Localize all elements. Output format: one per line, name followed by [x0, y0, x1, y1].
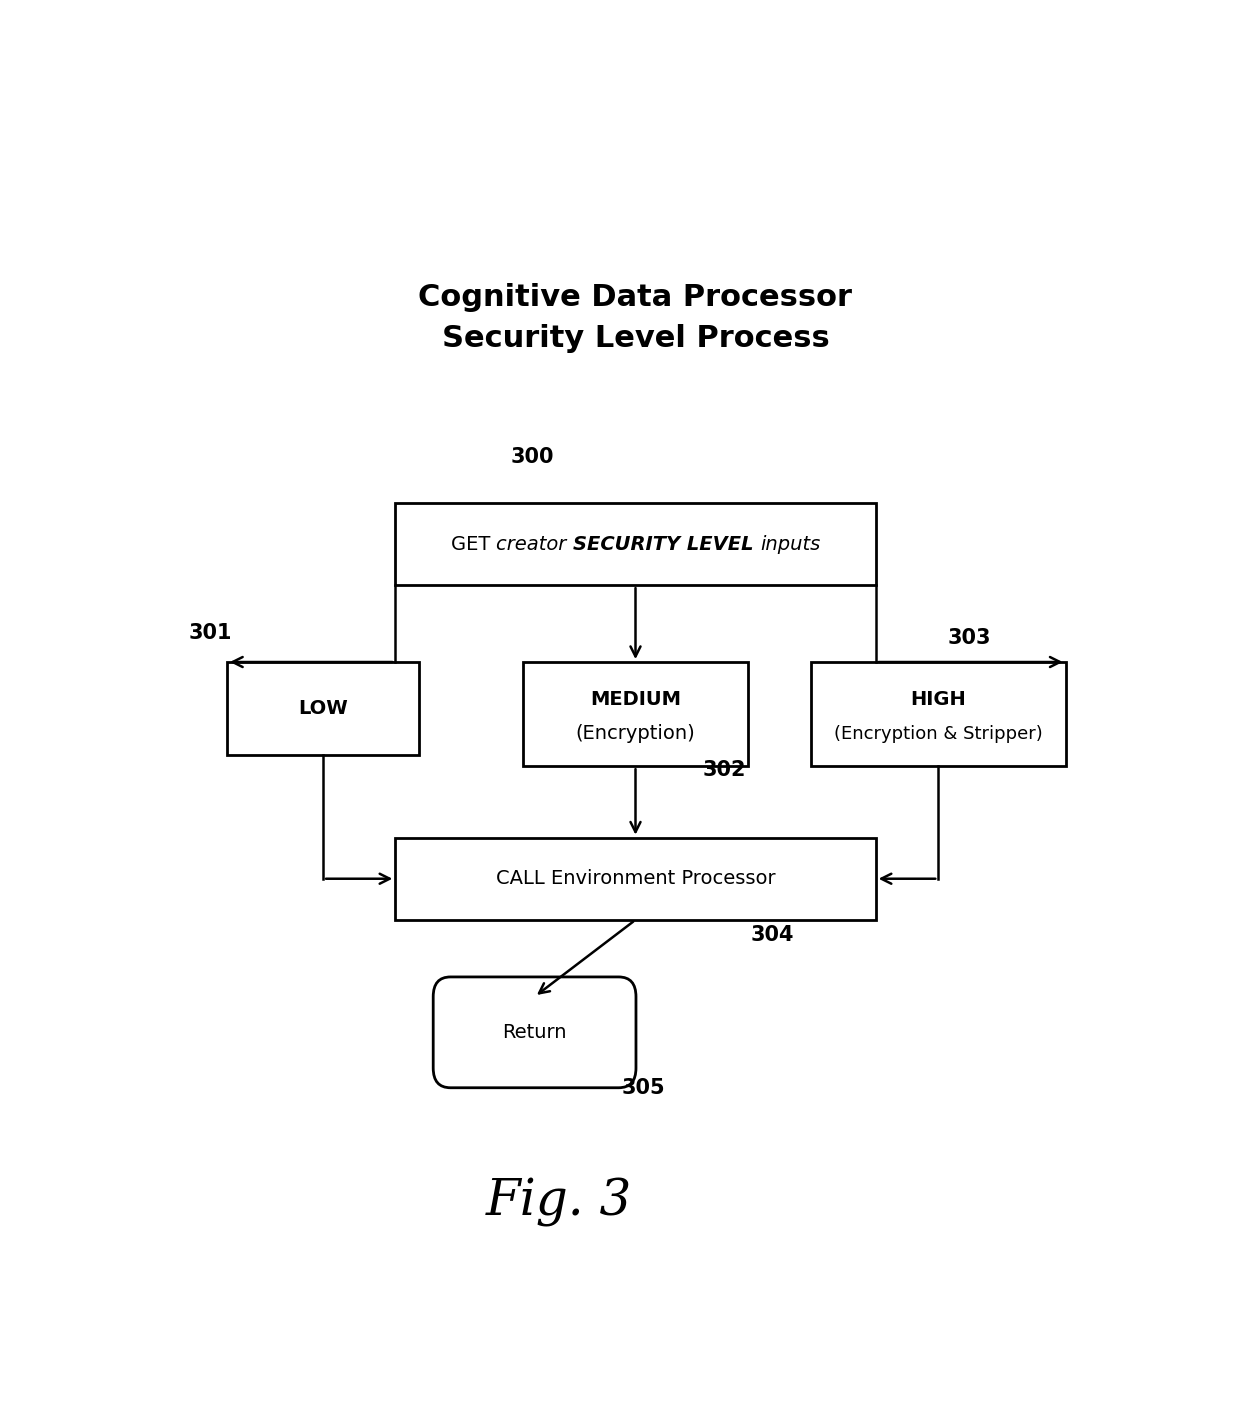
Text: Return: Return [502, 1023, 567, 1042]
Text: LOW: LOW [299, 700, 348, 718]
Text: (Encryption & Stripper): (Encryption & Stripper) [833, 725, 1043, 742]
FancyBboxPatch shape [811, 663, 1065, 767]
Text: creator: creator [496, 534, 573, 553]
Text: MEDIUM: MEDIUM [590, 690, 681, 710]
Text: 300: 300 [511, 447, 554, 467]
Text: 305: 305 [621, 1079, 665, 1099]
Text: SECURITY LEVEL: SECURITY LEVEL [573, 534, 760, 553]
Text: 303: 303 [947, 628, 991, 648]
Text: 304: 304 [751, 925, 795, 945]
FancyBboxPatch shape [396, 838, 875, 921]
FancyBboxPatch shape [522, 663, 749, 767]
Text: (Encryption): (Encryption) [575, 724, 696, 744]
Text: HIGH: HIGH [910, 690, 966, 710]
Text: inputs: inputs [760, 534, 821, 553]
FancyBboxPatch shape [396, 503, 875, 586]
Text: Security Level Process: Security Level Process [441, 325, 830, 353]
Text: Fig. 3: Fig. 3 [485, 1177, 632, 1227]
FancyBboxPatch shape [227, 663, 419, 755]
Text: 302: 302 [703, 760, 746, 779]
Text: Cognitive Data Processor: Cognitive Data Processor [419, 282, 853, 312]
FancyBboxPatch shape [433, 978, 636, 1087]
Text: GET: GET [450, 534, 496, 553]
Text: 301: 301 [188, 623, 232, 643]
Text: CALL Environment Processor: CALL Environment Processor [496, 869, 775, 888]
